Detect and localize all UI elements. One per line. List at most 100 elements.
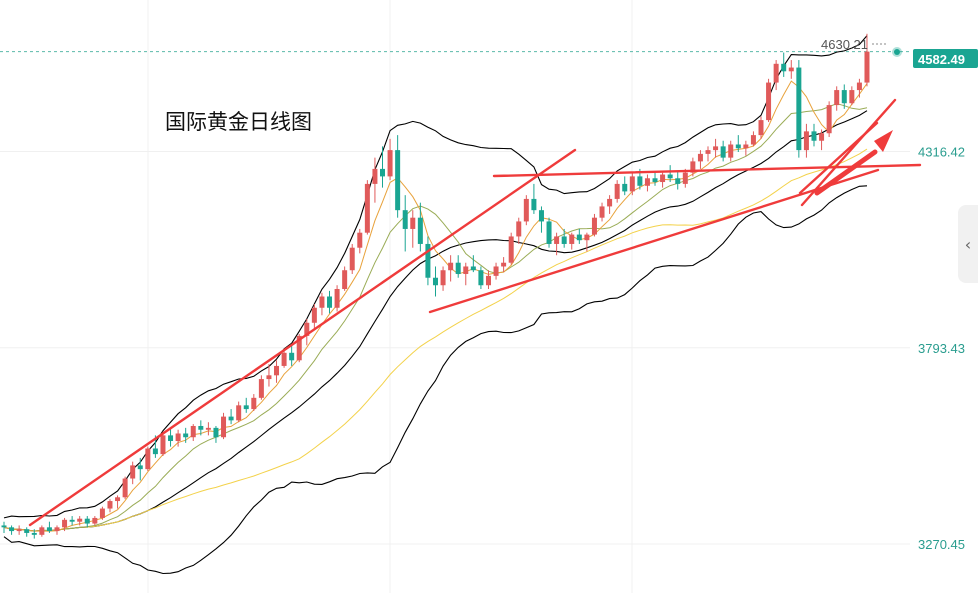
candle (205, 422, 211, 436)
candle-body (591, 217, 597, 235)
candle (221, 412, 227, 440)
trendline (798, 121, 879, 195)
trendlines (28, 98, 922, 527)
candle-body (531, 198, 537, 211)
candle-body (168, 435, 174, 441)
candle (660, 172, 666, 188)
candle (62, 517, 68, 532)
candle (16, 525, 22, 535)
candle (115, 495, 121, 509)
candle-body (107, 501, 113, 509)
candle (728, 140, 734, 162)
candle (554, 232, 560, 256)
candle-body (311, 307, 317, 323)
candle (304, 319, 310, 346)
candle-body (54, 527, 60, 532)
candle (546, 217, 552, 248)
candle (508, 232, 514, 265)
candle-body (402, 210, 408, 229)
bollinger-bands (3, 35, 868, 575)
candle (463, 262, 469, 286)
candle-body (607, 198, 613, 207)
candle (425, 236, 431, 286)
candle-body (243, 405, 249, 410)
candle (735, 135, 741, 153)
candle-body (561, 236, 567, 244)
candle-body (501, 262, 507, 267)
candle-body (675, 178, 681, 184)
candle (251, 394, 257, 411)
candle-body (342, 270, 348, 289)
candle (826, 101, 832, 137)
candles (1, 33, 870, 539)
candle-body (99, 508, 105, 518)
candle-body (463, 266, 469, 274)
candle (236, 401, 242, 423)
candle-body (766, 82, 772, 121)
candle-body (660, 174, 666, 183)
trendline (492, 163, 922, 178)
candle (819, 129, 825, 151)
candle (864, 33, 870, 87)
candle (1, 521, 7, 533)
candle (274, 360, 280, 383)
candle-body (493, 266, 499, 276)
candle-body (644, 178, 650, 186)
candle (788, 60, 794, 79)
candle-body (190, 425, 196, 438)
candle (380, 146, 385, 188)
candle (84, 516, 90, 528)
candle-body (31, 532, 37, 535)
candle (432, 266, 438, 297)
collapse-panel-button[interactable]: ‹ (958, 205, 978, 283)
candle (122, 476, 128, 500)
candle-body (667, 174, 673, 179)
trendline (800, 98, 897, 207)
candle (183, 427, 189, 443)
candle (31, 529, 37, 539)
candle (402, 195, 408, 252)
candle (781, 52, 787, 77)
candle (834, 86, 840, 111)
candle-body (334, 288, 340, 308)
candle (773, 60, 779, 91)
candle (697, 150, 703, 169)
candle-body (372, 168, 378, 184)
candle-body (289, 352, 295, 361)
candle (758, 116, 764, 139)
candle (523, 195, 529, 226)
candle (77, 516, 83, 526)
candle-body (470, 266, 476, 271)
candle-body (39, 527, 45, 535)
candle-body (266, 375, 272, 380)
candle-body (228, 416, 234, 421)
candle-body (251, 397, 257, 410)
candle-body (819, 133, 825, 141)
candle-body (281, 352, 287, 366)
candle-body (622, 183, 628, 192)
candle (46, 521, 52, 533)
candle-body (713, 146, 719, 151)
candle-body (856, 82, 862, 91)
ma-fast-line (3, 80, 868, 532)
candle (591, 213, 597, 237)
candle (531, 183, 537, 214)
candle-body (221, 416, 227, 438)
candle-body (735, 144, 741, 149)
last-price-dot (894, 49, 900, 55)
candle-body (304, 322, 310, 336)
candle-body (546, 221, 552, 244)
candle (92, 516, 98, 526)
candle-body (834, 90, 840, 106)
last-price-badge: 4582.49 (892, 47, 978, 68)
candle-body (478, 270, 484, 286)
candle-body (69, 519, 75, 522)
candle-body (538, 210, 544, 222)
candle-body (516, 221, 522, 237)
candle-body (523, 198, 529, 222)
candle (9, 525, 15, 535)
candle-body (576, 234, 582, 241)
candle-body (841, 90, 847, 104)
